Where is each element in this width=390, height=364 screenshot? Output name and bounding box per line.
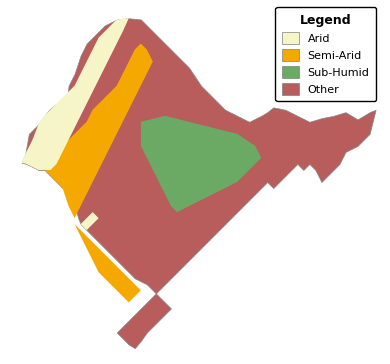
Legend: Arid, Semi-Arid, Sub-Humid, Other: Arid, Semi-Arid, Sub-Humid, Other xyxy=(275,7,376,101)
